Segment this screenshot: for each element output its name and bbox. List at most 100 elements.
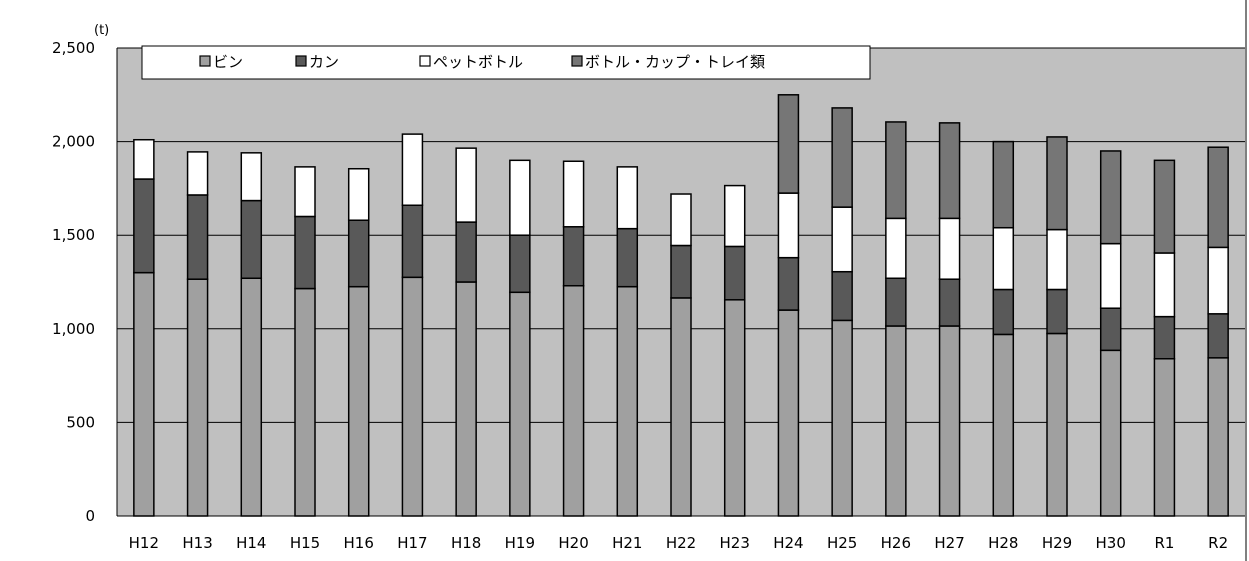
bar-segment bbox=[509, 234, 531, 294]
x-tick-label: H24 bbox=[773, 534, 803, 552]
legend-label: ペットボトル bbox=[433, 53, 523, 71]
y-tick-label: 2,500 bbox=[52, 39, 95, 57]
bar-segment bbox=[992, 226, 1015, 291]
y-tick-label: 0 bbox=[85, 507, 95, 525]
bar-segment bbox=[777, 94, 800, 194]
bar-segment bbox=[240, 199, 263, 280]
bar-segment bbox=[938, 278, 961, 327]
bar-segment bbox=[1207, 357, 1229, 517]
bar-segment bbox=[133, 138, 155, 180]
bar-segment bbox=[885, 121, 907, 220]
legend-label: カン bbox=[309, 53, 339, 71]
legend: ビン カン ペットボトル ボトル・カップ・トレイ類 bbox=[141, 45, 871, 80]
bar-segment bbox=[616, 227, 639, 288]
bar-segment bbox=[562, 160, 585, 228]
bar-segment bbox=[723, 184, 746, 248]
bar-segment bbox=[1046, 136, 1068, 231]
bar-segment bbox=[1099, 349, 1122, 517]
legend-swatch bbox=[419, 55, 431, 67]
x-tick-label: H14 bbox=[236, 534, 266, 552]
legend-box bbox=[141, 45, 871, 80]
bar-segment bbox=[670, 193, 692, 247]
y-tick-label: 500 bbox=[66, 413, 95, 431]
bar-segment bbox=[885, 277, 907, 327]
x-tick-label: H20 bbox=[558, 534, 588, 552]
bar-segment bbox=[401, 276, 424, 517]
x-tick-label: R1 bbox=[1154, 534, 1174, 552]
bar-segment bbox=[1099, 307, 1122, 352]
bar-segment bbox=[455, 221, 477, 283]
legend-swatch bbox=[295, 55, 307, 67]
x-tick-label: H13 bbox=[182, 534, 212, 552]
x-tick-label: H19 bbox=[505, 534, 535, 552]
bar-segment bbox=[294, 166, 316, 218]
bar-segment bbox=[1153, 252, 1176, 318]
bar-segment bbox=[562, 226, 585, 287]
bar-segment bbox=[294, 287, 316, 517]
bar-segment bbox=[777, 192, 800, 259]
y-tick-label: 1,000 bbox=[52, 320, 95, 338]
bar-segment bbox=[992, 140, 1015, 229]
bar-segment bbox=[885, 325, 907, 517]
bar-segment bbox=[133, 271, 155, 517]
bar-segment bbox=[616, 166, 639, 230]
bar-segment bbox=[1207, 146, 1229, 249]
x-axis: H12 H13 H14 H15 H16 H17 H18 H19 H20 H21 H22 H23 H24 H… bbox=[117, 515, 1245, 552]
bar-segment bbox=[294, 215, 316, 290]
bar-segment bbox=[133, 178, 155, 274]
bar-segment bbox=[831, 270, 853, 322]
bar-segment bbox=[831, 319, 853, 517]
y-unit-label: (t) bbox=[94, 23, 109, 38]
x-tick-label: H28 bbox=[988, 534, 1018, 552]
x-tick-label: H18 bbox=[451, 534, 481, 552]
bar-segment bbox=[1099, 150, 1122, 245]
bar-segment bbox=[509, 291, 531, 517]
x-tick-label: R2 bbox=[1208, 534, 1228, 552]
bar-segment bbox=[938, 217, 961, 280]
bar-segment bbox=[1046, 288, 1068, 335]
bar-segment bbox=[401, 133, 424, 206]
bar-segment bbox=[992, 288, 1015, 336]
x-tick-label: H27 bbox=[934, 534, 964, 552]
bar-segment bbox=[938, 122, 961, 220]
bar-segment bbox=[1046, 228, 1068, 291]
bar-segment bbox=[1207, 246, 1229, 315]
legend-swatch bbox=[571, 55, 583, 67]
bar-segment bbox=[186, 151, 209, 196]
bar-segment bbox=[240, 152, 263, 202]
bar-segment bbox=[831, 107, 853, 208]
x-tick-label: H22 bbox=[666, 534, 696, 552]
x-tick-label: H23 bbox=[720, 534, 750, 552]
bar-segment bbox=[670, 244, 692, 299]
bar-segment bbox=[1153, 315, 1176, 360]
x-tick-label: H25 bbox=[827, 534, 857, 552]
bar-segment bbox=[347, 219, 370, 288]
y-axis: 0 500 1,000 1,500 2,000 2,500 bbox=[52, 39, 118, 525]
bar-segment bbox=[1153, 159, 1176, 254]
bar-segment bbox=[1153, 358, 1176, 517]
bar-segment bbox=[186, 278, 209, 517]
x-tick-label: H26 bbox=[881, 534, 911, 552]
bar-segment bbox=[777, 256, 800, 311]
bar-segment bbox=[455, 147, 477, 223]
bar-segment bbox=[401, 204, 424, 279]
bar-segment bbox=[831, 206, 853, 273]
bar-segment bbox=[186, 194, 209, 280]
bar-segment bbox=[347, 285, 370, 517]
bar-segment bbox=[240, 277, 263, 517]
bar-segment bbox=[509, 159, 531, 236]
bar-segment bbox=[616, 285, 639, 517]
bar-segment bbox=[723, 299, 746, 517]
bar-segment bbox=[670, 297, 692, 517]
x-tick-label: H17 bbox=[397, 534, 427, 552]
legend-label: ボトル・カップ・トレイ類 bbox=[585, 53, 765, 71]
y-tick-label: 1,500 bbox=[52, 226, 95, 244]
bar-segment bbox=[938, 325, 961, 517]
bar-segment bbox=[562, 284, 585, 517]
legend-swatch bbox=[199, 55, 211, 67]
bar-segment bbox=[777, 309, 800, 517]
bar-segment bbox=[885, 217, 907, 280]
x-tick-label: H15 bbox=[290, 534, 320, 552]
bar-segment bbox=[1207, 313, 1229, 359]
